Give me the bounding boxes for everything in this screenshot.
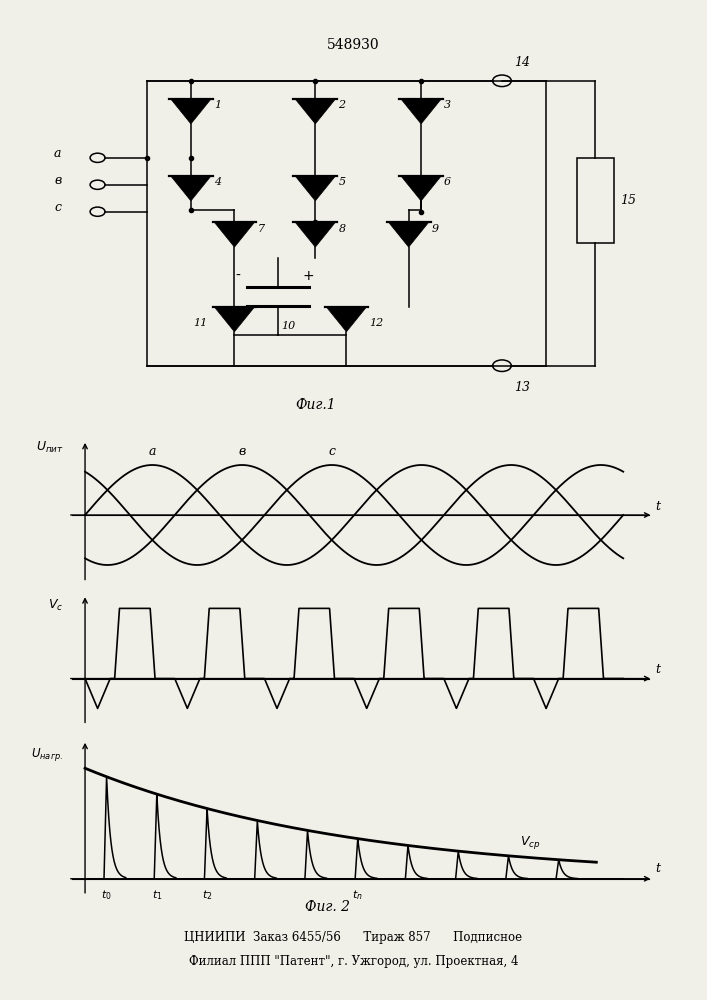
Text: $U_{нагр.}$: $U_{нагр.}$ <box>31 746 64 763</box>
Text: Фиг.1: Фиг.1 <box>295 398 336 412</box>
Text: 4: 4 <box>214 177 221 187</box>
Text: Фиг. 2: Фиг. 2 <box>305 900 350 914</box>
Text: $t_0$: $t_0$ <box>101 889 112 902</box>
Text: $t_1$: $t_1$ <box>151 889 162 902</box>
Text: t: t <box>655 861 660 874</box>
Polygon shape <box>296 222 335 247</box>
Text: 10: 10 <box>281 321 296 331</box>
Polygon shape <box>389 222 428 247</box>
Text: $t_2$: $t_2$ <box>201 889 212 902</box>
Text: t: t <box>655 499 660 512</box>
Text: $V_{ср}$: $V_{ср}$ <box>520 834 540 851</box>
Text: 9: 9 <box>432 224 439 234</box>
Text: -: - <box>236 269 240 283</box>
Text: 7: 7 <box>257 224 264 234</box>
Text: 548930: 548930 <box>327 38 380 52</box>
Text: 12: 12 <box>370 318 384 328</box>
Polygon shape <box>296 99 335 124</box>
Polygon shape <box>296 176 335 201</box>
Text: $U_{пит}$: $U_{пит}$ <box>36 440 64 455</box>
Polygon shape <box>327 307 366 332</box>
Text: c: c <box>54 201 61 214</box>
Text: c: c <box>328 445 335 458</box>
Text: 15: 15 <box>620 194 636 207</box>
Text: 5: 5 <box>339 177 346 187</box>
Text: в: в <box>238 445 245 458</box>
Text: $V_c$: $V_c$ <box>48 598 64 613</box>
Text: a: a <box>148 445 156 458</box>
Text: 6: 6 <box>444 177 451 187</box>
Polygon shape <box>401 99 441 124</box>
Text: 14: 14 <box>515 56 530 69</box>
Text: a: a <box>54 147 62 160</box>
Text: 3: 3 <box>444 100 451 110</box>
Text: $t_n$: $t_n$ <box>352 889 363 902</box>
Polygon shape <box>171 99 211 124</box>
Text: 8: 8 <box>339 224 346 234</box>
Text: +: + <box>303 269 315 283</box>
Bar <box>577 158 614 242</box>
Polygon shape <box>214 222 255 247</box>
Text: Филиал ППП "Патент", г. Ужгород, ул. Проектная, 4: Филиал ППП "Патент", г. Ужгород, ул. Про… <box>189 956 518 968</box>
Text: 2: 2 <box>339 100 346 110</box>
Polygon shape <box>214 307 255 332</box>
Polygon shape <box>401 176 441 201</box>
Text: в: в <box>54 174 62 187</box>
Text: t: t <box>655 663 660 676</box>
Text: 11: 11 <box>193 318 207 328</box>
Text: 1: 1 <box>214 100 221 110</box>
Text: ЦНИИПИ  Заказ 6455/56      Тираж 857      Подписное: ЦНИИПИ Заказ 6455/56 Тираж 857 Подписное <box>185 932 522 944</box>
Polygon shape <box>171 176 211 201</box>
Text: 13: 13 <box>515 381 530 394</box>
